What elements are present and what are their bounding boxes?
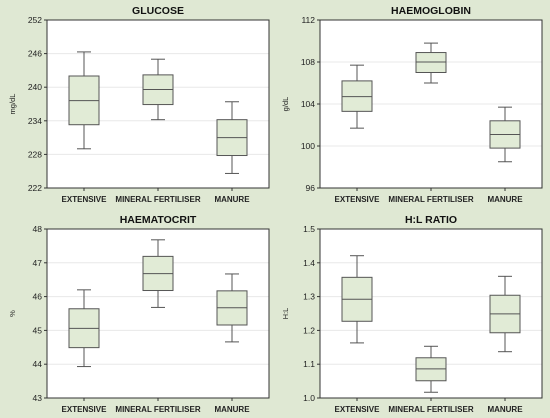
y-tick-label: 45 (33, 325, 43, 335)
category-label: MINERAL FERTILISER (388, 405, 473, 414)
box-3 (216, 101, 248, 174)
y-tick-label: 1.1 (303, 359, 315, 369)
y-tick-label: 252 (28, 15, 42, 25)
box-3 (489, 275, 521, 353)
y-tick-label: 1.2 (303, 325, 315, 335)
chart-title: HAEMATOCRIT (120, 214, 197, 226)
y-tick-label: 96 (306, 183, 316, 193)
y-tick-label: 44 (33, 359, 43, 369)
box-1 (68, 51, 100, 150)
box-iqr (415, 52, 447, 73)
y-axis-label: mg/dL (8, 94, 17, 115)
y-axis-label: H:L (281, 308, 290, 320)
y-tick-label: 104 (301, 99, 315, 109)
box-3 (489, 106, 521, 163)
y-tick-label: 246 (28, 49, 42, 59)
chart-title: HAEMOGLOBIN (391, 5, 471, 17)
y-tick-label: 228 (28, 149, 42, 159)
y-tick-label: 1.4 (303, 258, 315, 268)
category-label: EXTENSIVE (62, 405, 108, 414)
chart-panel-4: 1.0 1.1 1.2 1.3 1.4 1.5 H:L RATIO H:L EXTENSIVE M… (281, 214, 543, 414)
y-tick-label: 100 (301, 141, 315, 151)
category-label: EXTENSIVE (62, 195, 108, 204)
box-2 (142, 58, 174, 121)
category-label: MINERAL FERTILISER (115, 405, 200, 414)
y-tick-label: 1.3 (303, 292, 315, 302)
y-tick-label: 240 (28, 82, 42, 92)
category-label: EXTENSIVE (335, 195, 381, 204)
y-tick-label: 108 (301, 57, 315, 67)
y-tick-label: 48 (33, 224, 43, 234)
box-1 (341, 64, 373, 129)
y-tick-label: 1.0 (303, 393, 315, 403)
y-tick-label: 43 (33, 393, 43, 403)
category-label: MANURE (214, 405, 250, 414)
y-axis-label: g/dL (281, 97, 290, 112)
box-2 (415, 42, 447, 84)
chart-panel-3: 43 44 45 46 47 48 HAEMATOCRIT% EXTENSIVE MINERAL… (8, 214, 270, 414)
y-tick-label: 222 (28, 183, 42, 193)
chart-title: GLUCOSE (132, 5, 184, 17)
y-tick-label: 47 (33, 258, 43, 268)
y-axis-label: % (8, 310, 17, 317)
box-3 (216, 273, 248, 343)
category-label: MANURE (487, 405, 523, 414)
category-label: MANURE (214, 195, 250, 204)
box-2 (142, 239, 174, 308)
box-1 (68, 289, 100, 368)
box-2 (415, 345, 447, 393)
box-iqr (341, 80, 373, 112)
category-label: MINERAL FERTILISER (115, 195, 200, 204)
y-tick-label: 46 (33, 292, 43, 302)
chart-panel-2: 96 100 104 108 112 HAEMOGLOBIN g/dL EXTENSIVE MI… (281, 5, 543, 204)
y-tick-label: 234 (28, 116, 42, 126)
y-tick-label: 1.5 (303, 224, 315, 234)
chart-title: H:L RATIO (405, 214, 457, 226)
category-label: EXTENSIVE (335, 405, 381, 414)
category-label: MINERAL FERTILISER (388, 195, 473, 204)
box-1 (341, 255, 373, 344)
category-label: MANURE (487, 195, 523, 204)
chart-panel-1: 222 228 234 240 246 252 GLUCOSE mg/dL EXTENSIVE M… (8, 5, 270, 204)
y-tick-label: 112 (301, 15, 315, 25)
